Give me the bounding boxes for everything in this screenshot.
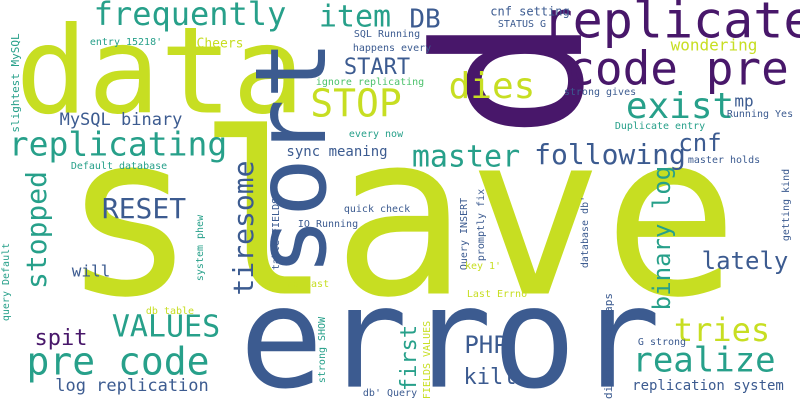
word-log-replication: log replication xyxy=(55,376,209,396)
word-key-1: key 1' xyxy=(465,261,501,272)
word-table-fields: table FIELDS xyxy=(271,198,282,270)
word-p: p xyxy=(420,16,658,139)
word-every-now: every now xyxy=(349,129,404,140)
word-duplicate-entry: Duplicate entry xyxy=(615,121,705,132)
word-query-insert: Query INSERT xyxy=(459,198,470,270)
word-mysql-binary: MySQL binary xyxy=(60,110,183,130)
word-replicating: replicating xyxy=(9,125,228,164)
word-slave: slave xyxy=(61,86,738,348)
word-query-default: query Default xyxy=(1,243,12,321)
word-reset: RESET xyxy=(102,192,186,225)
word-cnf-big: cnf xyxy=(678,129,721,157)
word-io-running: IO Running xyxy=(298,219,358,230)
word-following: following xyxy=(534,138,686,171)
word-master: master xyxy=(412,140,520,175)
word-realize: realize xyxy=(632,341,775,381)
word-mp: mp xyxy=(734,92,753,111)
word-binary-log: binary log xyxy=(648,166,676,311)
word-running-yes: Running Yes xyxy=(727,109,793,120)
word-entry-15218: entry 15218' xyxy=(90,37,162,48)
word-sync-meaning: sync meaning xyxy=(286,144,387,160)
word-ignore-replicating: ignore replicating xyxy=(316,77,424,88)
word-wondering: wondering xyxy=(671,36,758,55)
word-stop: STOP xyxy=(310,82,402,126)
word-lately: lately xyxy=(702,247,789,275)
word-cheers: Cheers xyxy=(197,37,244,52)
word-db: DB xyxy=(409,5,440,35)
word-first: first xyxy=(397,325,422,391)
word-last-errno: Last Errno xyxy=(467,289,527,300)
word-g-strong: G strong xyxy=(638,337,686,348)
word-item: item xyxy=(319,0,391,35)
word-dies: dies xyxy=(449,66,536,107)
word-will: will xyxy=(72,262,111,281)
word-disabled-perhaps: disabled perhaps xyxy=(602,293,615,399)
word-sql-running: SQL Running xyxy=(354,29,420,40)
word-tiresome: tiresome xyxy=(227,161,260,296)
word-default-database: Default database xyxy=(71,161,167,172)
word-stopped: stopped xyxy=(20,171,53,289)
word-happens-every: happens every xyxy=(353,43,431,54)
word-promptly-fix: promptly fix xyxy=(476,189,487,261)
word-pre-code: pre code xyxy=(26,340,209,384)
word-start: START xyxy=(344,55,410,80)
word-frequently: frequently xyxy=(94,0,287,33)
word-sort: sort xyxy=(235,40,349,276)
word-quick-check: quick check xyxy=(344,204,410,215)
word-db-table: db table xyxy=(146,306,194,317)
word-php: PHP xyxy=(464,331,507,359)
word-strong-show: strong SHOW xyxy=(317,316,328,383)
word-slightest-mysql: slightest MySQL xyxy=(9,33,22,133)
word-fields-values: FIELDS VALUES xyxy=(422,321,433,399)
word-system-phew: system phew xyxy=(195,214,206,281)
word-replication-system: replication system xyxy=(632,378,784,394)
word-errno-last: Errno Last xyxy=(269,279,329,290)
word-values: VALUES xyxy=(112,310,220,345)
word-kill: kill xyxy=(464,365,517,390)
word-status-g: STATUS G xyxy=(498,19,546,30)
word-replicate: replicate xyxy=(543,0,800,50)
word-data: data xyxy=(16,3,305,142)
word-error: error xyxy=(239,258,660,400)
word-strong-gives: strong gives xyxy=(564,87,636,98)
word-code-pre: code pre xyxy=(567,42,789,96)
word-cnf-setting: cnf setting xyxy=(490,5,569,19)
word-spit: spit xyxy=(35,326,88,351)
word-database-db: database db' xyxy=(580,196,591,268)
word-exist: exist xyxy=(626,86,734,127)
word-db-query: db' Query xyxy=(363,388,417,399)
word-tries: tries xyxy=(674,311,770,349)
word-master-holds: master holds xyxy=(688,155,760,166)
word-getting-kind: getting kind xyxy=(781,169,792,241)
